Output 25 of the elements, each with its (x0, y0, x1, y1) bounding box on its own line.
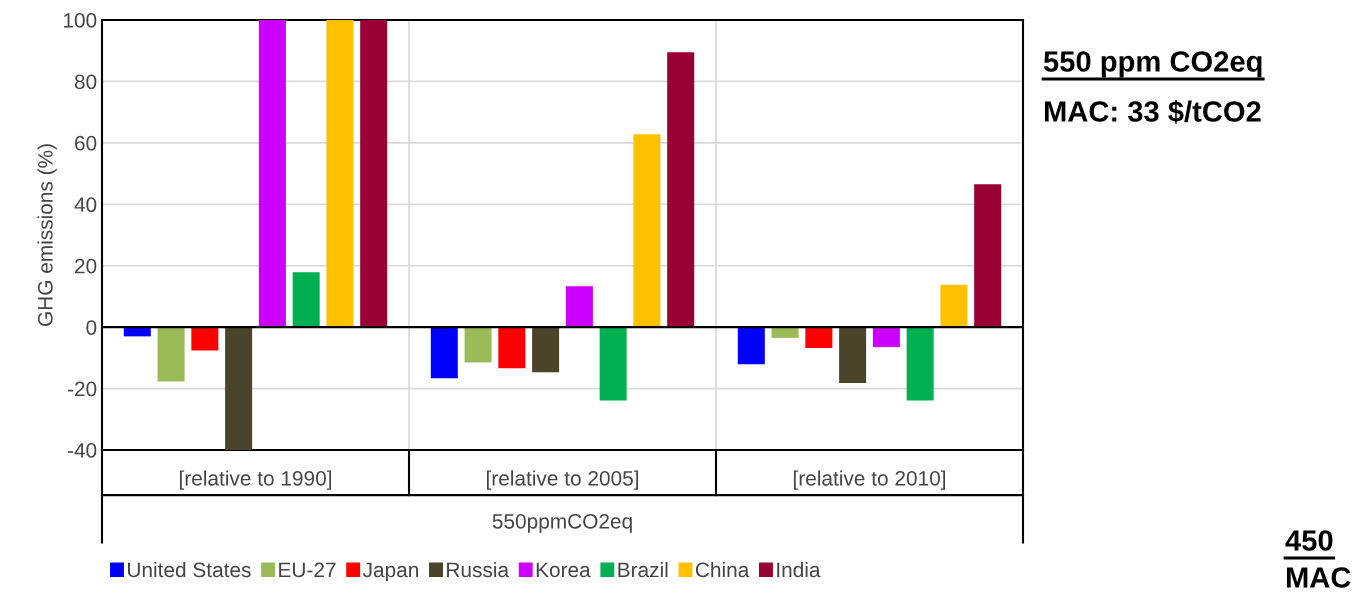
y-axis-title: GHG emissions (%) (37, 144, 57, 326)
legend-label: India (777, 561, 821, 578)
y-tick-label: 80 (74, 74, 97, 90)
x-tick-label: [relative to 2010] (793, 470, 946, 490)
legend-label: Korea (536, 562, 591, 578)
text: MAC: 33 $/tCO2 (1044, 99, 1261, 124)
y-tick-label: 100 (63, 13, 97, 28)
text: MAC (1286, 567, 1351, 588)
y-tick-label: 60 (75, 135, 97, 151)
text: 450 (1285, 530, 1333, 551)
x-tick-label: [relative to 2005] (486, 470, 639, 490)
x-axis-title: 550ppmCO2eq (492, 513, 632, 533)
x-tick-label: [relative to 1990] (179, 470, 332, 490)
y-tick-label: 40 (74, 197, 97, 213)
legend-label: China (695, 561, 750, 578)
y-tick-label: -20 (67, 381, 97, 397)
legend-label: United States (127, 561, 251, 578)
legend-label: Brazil (618, 561, 668, 578)
legend-label: Japan (362, 562, 418, 582)
y-tick-label: 20 (75, 258, 97, 274)
y-tick-label: -40 (67, 443, 97, 458)
text: 550 ppm CO2eq (1043, 51, 1262, 78)
legend-label: EU-27 (279, 562, 336, 578)
legend-label: Russia (447, 561, 510, 578)
y-tick-label: 0 (86, 320, 97, 335)
